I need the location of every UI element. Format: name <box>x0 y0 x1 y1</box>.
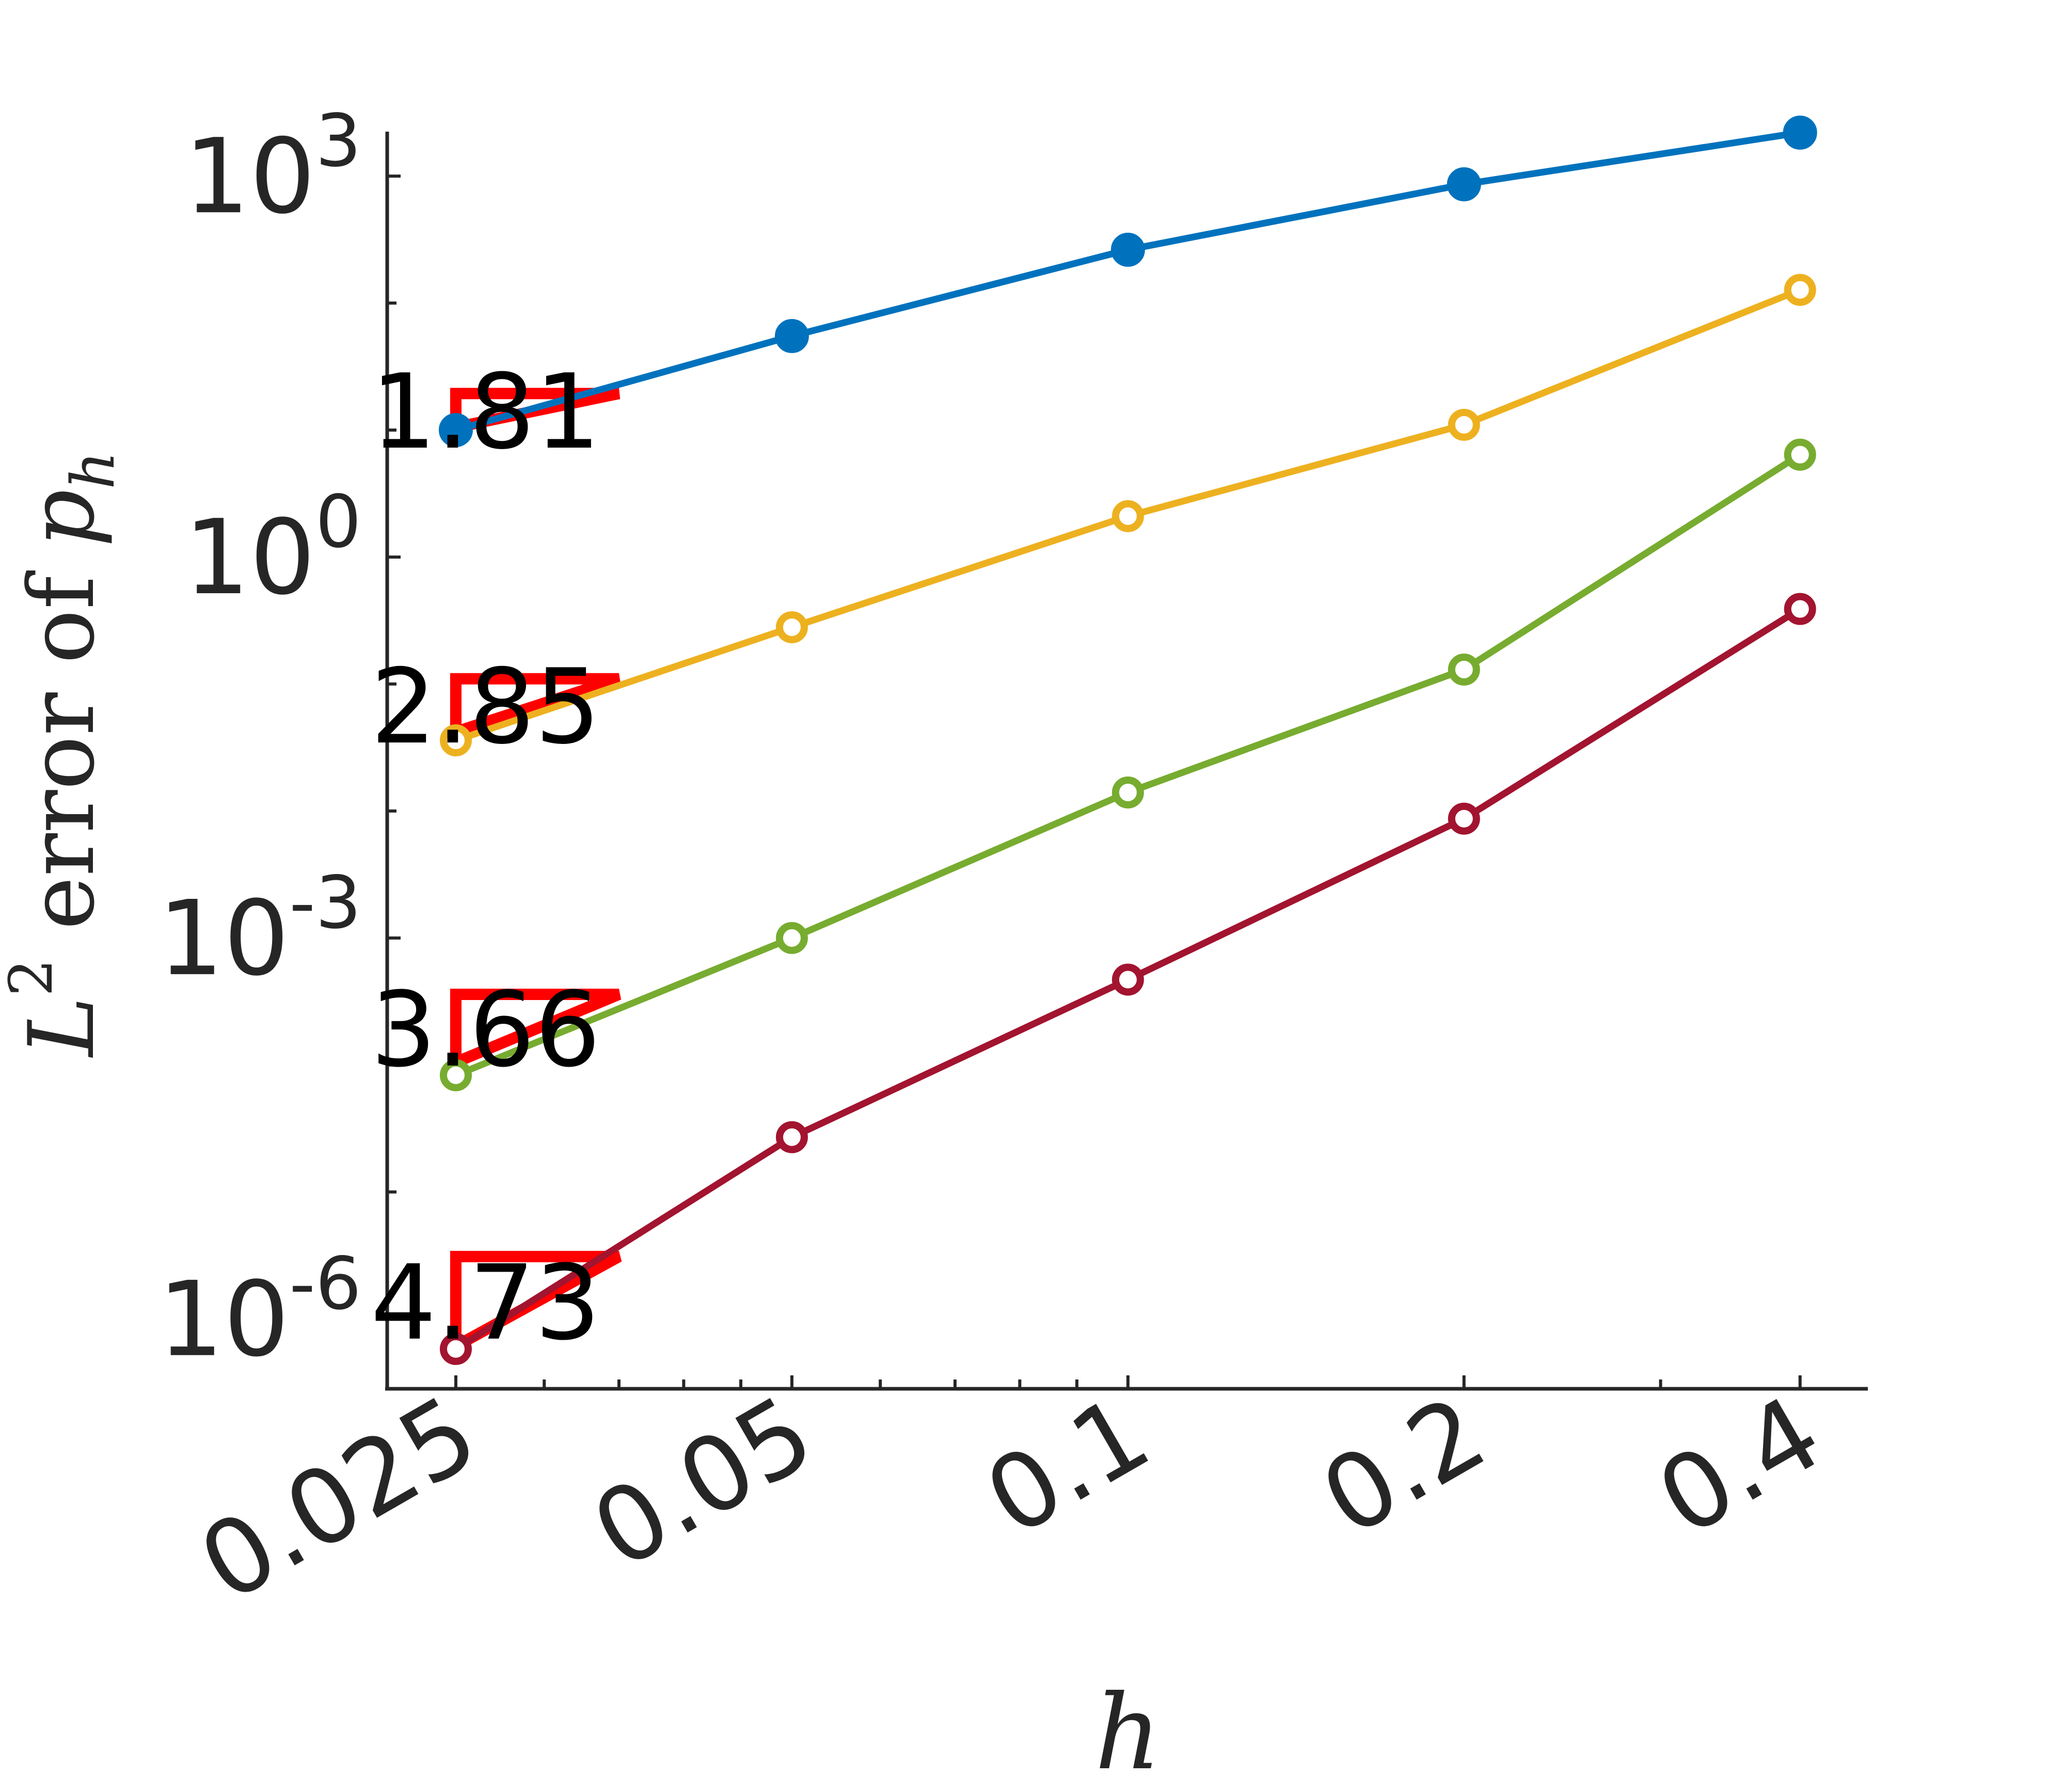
rate-triangle <box>450 673 621 740</box>
data-point <box>774 319 809 353</box>
data-point <box>775 611 808 643</box>
data-point <box>1448 653 1480 686</box>
data-point <box>1112 500 1144 532</box>
y-tick-label: 10-6 <box>158 1242 361 1380</box>
y-tick-label: 10-3 <box>158 861 361 999</box>
data-series <box>438 115 1817 1365</box>
y-tick-label: 100 <box>184 480 361 618</box>
data-point <box>1784 593 1816 625</box>
rate-triangles <box>450 388 622 1356</box>
y-title-sub: h <box>59 451 128 489</box>
rate-label: 3.66 <box>371 970 600 1090</box>
data-point <box>1448 802 1480 835</box>
x-axis-title: h <box>1095 1673 1162 1792</box>
y-title-var: p <box>10 489 115 547</box>
data-point <box>438 413 473 448</box>
rate-label: 4.73 <box>371 1243 600 1363</box>
x-tick-label: 0.4 <box>1639 1373 1841 1560</box>
x-tick-label: 0.1 <box>966 1373 1169 1560</box>
data-point <box>1112 776 1144 808</box>
y-title-mid: error of <box>10 547 115 959</box>
series-line <box>455 129 1801 434</box>
y-title-sup: 2 <box>0 959 66 996</box>
data-point <box>1112 963 1144 996</box>
data-point <box>1783 115 1817 150</box>
x-ticks: 0.025 0.05 0.1 0.2 0.4 <box>181 1373 1841 1625</box>
x-tick-label: 0.2 <box>1303 1373 1505 1560</box>
rate-triangle <box>450 988 622 1071</box>
y-title-l: L <box>10 996 115 1058</box>
data-point <box>775 922 808 954</box>
data-point <box>1448 408 1480 441</box>
data-point <box>775 1121 808 1153</box>
data-point <box>1784 274 1816 306</box>
rate-label: 1.81 <box>371 352 600 472</box>
rate-label: 2.85 <box>371 647 600 767</box>
data-point <box>439 1059 472 1091</box>
axes <box>385 132 1868 1391</box>
x-tick-label: 0.025 <box>181 1373 497 1625</box>
y-axis-title: L2 error of ph <box>0 451 128 1058</box>
data-point <box>1447 167 1481 201</box>
rate-labels: 1.81 2.85 3.66 4.73 <box>371 352 600 1363</box>
data-point <box>1110 232 1145 267</box>
data-point <box>1784 438 1816 471</box>
data-point <box>439 724 472 757</box>
x-tick-label: 0.05 <box>574 1373 833 1592</box>
data-point <box>439 1333 472 1365</box>
y-tick-label: 103 <box>184 99 361 237</box>
y-ticks: 103 100 10-3 10-6 <box>158 99 401 1380</box>
